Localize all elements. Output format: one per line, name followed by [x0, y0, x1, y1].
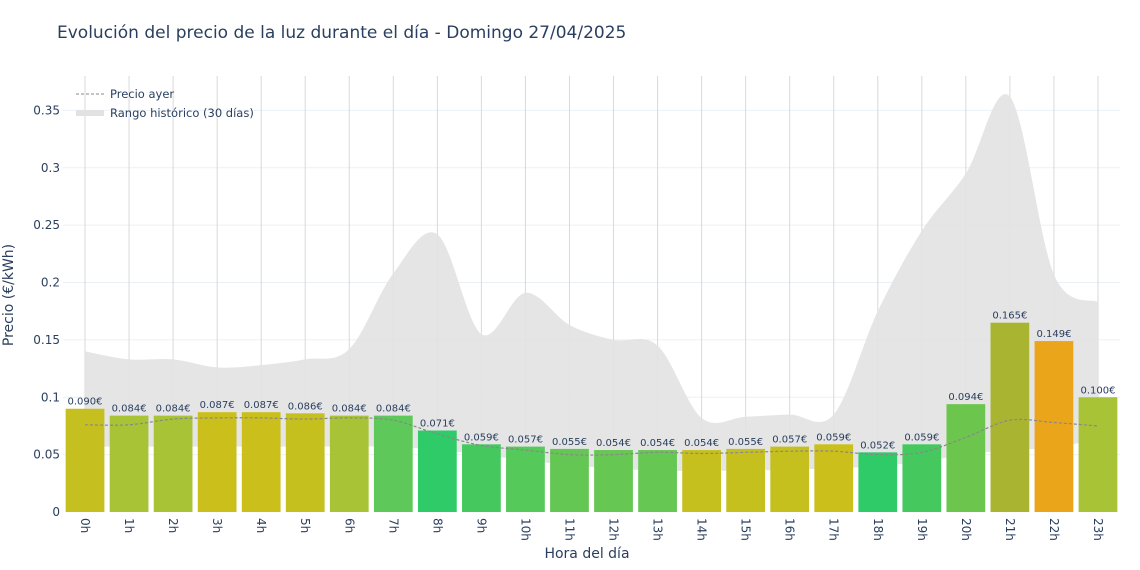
x-tick-label-13h: 13h — [651, 518, 665, 541]
bar-2h — [153, 415, 193, 512]
y-tick-label: 0.35 — [33, 103, 60, 117]
bar-label-14h: 0.054€ — [684, 438, 719, 449]
bar-label-7h: 0.084€ — [376, 404, 411, 415]
bar-label-22h: 0.149€ — [1036, 329, 1071, 340]
bar-5h — [285, 413, 325, 512]
x-tick-label-4h: 4h — [254, 518, 268, 533]
historical-range-band — [85, 94, 1098, 471]
x-axis-title: Hora del día — [544, 546, 629, 562]
bar-8h — [417, 430, 457, 512]
bar-label-21h: 0.165€ — [992, 311, 1027, 322]
x-tick-labels: 0h 1h 2h 3h 4h 5h 6h 7h 8h 9h 10h 11h 12h 13h 14h 15h 16… — [78, 518, 1105, 541]
bar-label-15h: 0.055€ — [728, 437, 763, 448]
bar-12h — [594, 450, 633, 512]
bar-15h — [726, 448, 766, 512]
y-tick-label: 0 — [52, 505, 60, 519]
legend-range-label: Rango histórico (30 días) — [110, 106, 254, 120]
y-tick-label: 0.25 — [33, 218, 60, 232]
bar-4h — [241, 412, 281, 512]
bar-17h — [814, 444, 854, 512]
legend: Precio ayer Rango histórico (30 días) — [76, 87, 254, 120]
bar-10h — [506, 446, 545, 512]
x-tick-label-6h: 6h — [342, 518, 356, 533]
legend-yesterday-label: Precio ayer — [110, 87, 174, 101]
y-tick-labels: 0 0.05 0.1 0.15 0.2 0.25 0.3 0.35 — [33, 103, 60, 519]
bar-value-labels: 0.090€ 0.084€ 0.084€ 0.087€ 0.087€ 0.086€ 0.08… — [68, 311, 1116, 452]
y-tick-label: 0.05 — [33, 448, 60, 462]
bar-9h — [462, 444, 501, 512]
bar-label-2h: 0.084€ — [156, 404, 191, 415]
bar-label-5h: 0.086€ — [288, 401, 323, 412]
bar-7h — [373, 415, 413, 512]
x-tick-label-17h: 17h — [827, 518, 841, 541]
x-tick-label-18h: 18h — [871, 518, 885, 541]
bar-19h — [902, 444, 942, 512]
x-tick-label-8h: 8h — [430, 518, 444, 533]
bars — [65, 322, 1118, 512]
bar-label-10h: 0.057€ — [508, 435, 543, 446]
bar-21h — [990, 322, 1030, 512]
bar-3h — [197, 412, 237, 512]
bar-label-16h: 0.057€ — [772, 435, 807, 446]
bar-20h — [946, 404, 986, 512]
bar-label-3h: 0.087€ — [200, 400, 235, 411]
bar-0h — [65, 408, 105, 512]
x-tick-label-11h: 11h — [562, 518, 576, 541]
bar-16h — [770, 446, 810, 512]
bar-label-23h: 0.100€ — [1080, 385, 1115, 396]
bar-1h — [109, 415, 149, 512]
y-tick-label: 0.3 — [41, 161, 60, 175]
chart-title: Evolución del precio de la luz durante e… — [57, 23, 626, 43]
x-tick-label-19h: 19h — [915, 518, 929, 541]
x-tick-label-22h: 22h — [1047, 518, 1061, 541]
bar-label-20h: 0.094€ — [948, 392, 983, 403]
yesterday-line — [85, 417, 1099, 456]
bar-14h — [682, 450, 721, 512]
x-tick-label-0h: 0h — [78, 518, 92, 533]
bar-18h — [858, 452, 898, 512]
bar-13h — [638, 450, 677, 512]
x-tick-label-1h: 1h — [122, 518, 136, 533]
x-tick-label-14h: 14h — [695, 518, 709, 541]
y-axis-title: Precio (€/kWh) — [1, 244, 17, 346]
bar-6h — [329, 415, 369, 512]
bar-label-4h: 0.087€ — [244, 400, 279, 411]
x-tick-label-10h: 10h — [518, 518, 532, 541]
bar-label-6h: 0.084€ — [332, 404, 367, 415]
x-tick-label-3h: 3h — [210, 518, 224, 533]
y-tick-label: 0.1 — [41, 390, 60, 404]
bar-label-8h: 0.071€ — [420, 419, 455, 430]
bar-label-1h: 0.084€ — [112, 404, 147, 415]
x-tick-label-9h: 9h — [474, 518, 488, 533]
historical-range-area — [85, 94, 1098, 471]
x-tick-label-16h: 16h — [783, 518, 797, 541]
bar-11h — [550, 448, 589, 512]
bar-label-0h: 0.090€ — [68, 397, 103, 408]
bar-23h — [1078, 397, 1118, 512]
x-tick-label-2h: 2h — [166, 518, 180, 533]
bar-label-17h: 0.059€ — [816, 432, 851, 443]
x-tick-label-5h: 5h — [298, 518, 312, 533]
yesterday-price-line — [85, 417, 1099, 456]
x-tick-label-20h: 20h — [959, 518, 973, 541]
bar-label-18h: 0.052€ — [860, 440, 895, 451]
x-tick-label-15h: 15h — [739, 518, 753, 541]
y-tick-label: 0.15 — [33, 333, 60, 347]
bar-label-9h: 0.059€ — [464, 432, 499, 443]
bar-label-11h: 0.055€ — [552, 437, 587, 448]
bar-label-12h: 0.054€ — [596, 438, 631, 449]
x-tick-label-12h: 12h — [607, 518, 621, 541]
bar-label-19h: 0.059€ — [904, 432, 939, 443]
x-tick-label-21h: 21h — [1003, 518, 1017, 541]
bar-label-13h: 0.054€ — [640, 438, 675, 449]
x-tick-label-7h: 7h — [386, 518, 400, 533]
x-tick-label-23h: 23h — [1091, 518, 1105, 541]
y-tick-label: 0.2 — [41, 276, 60, 290]
bar-22h — [1034, 341, 1074, 512]
